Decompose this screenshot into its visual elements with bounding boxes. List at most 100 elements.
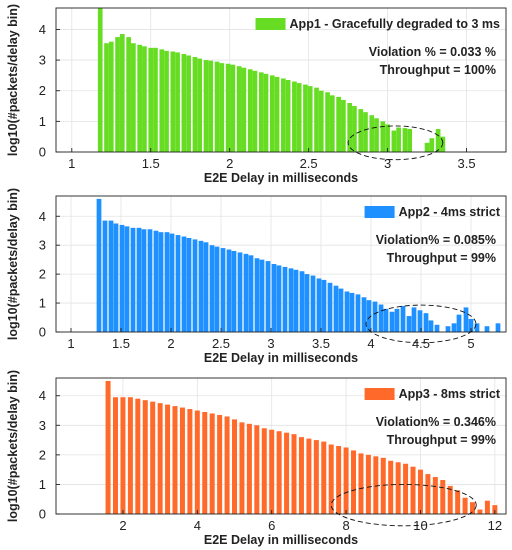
bar-app3 [165, 404, 171, 514]
bar-app3 [470, 502, 476, 514]
bar-app2 [372, 301, 378, 332]
bar-app3 [142, 400, 148, 514]
bar-app2 [349, 292, 355, 332]
bar-app2 [102, 220, 108, 332]
bar-app1 [358, 109, 364, 152]
bar-app2 [495, 323, 501, 332]
x-tick-label-app2: 1.5 [112, 336, 130, 351]
bar-app1 [153, 47, 158, 152]
ticks-app1: 1 1.5 2 2.5 3 3.5 0 1 2 3 4 [39, 22, 476, 171]
bar-app2 [181, 236, 187, 332]
bar-app3 [306, 438, 312, 514]
bar-app2 [271, 264, 277, 332]
bar-app1 [292, 81, 297, 152]
x-tick-label-app2: 4.5 [412, 336, 430, 351]
bar-app3 [336, 446, 342, 514]
bar-app3 [269, 429, 275, 514]
bar-app3 [351, 450, 357, 514]
y-tick-label-app2: 2 [39, 267, 46, 282]
bar-app3 [403, 463, 409, 514]
x-tick-label-app1: 1.5 [142, 156, 160, 171]
bar-app2 [198, 240, 204, 332]
bar-app2 [214, 246, 220, 332]
x-tick-label-app1: 1 [68, 156, 75, 171]
x-tick-label-app1: 2 [226, 156, 233, 171]
y-tick-label-app1: 3 [39, 53, 46, 68]
bar-app3 [417, 469, 423, 514]
bar-app2 [417, 310, 423, 332]
bar-app1 [97, 8, 103, 152]
annotation-throughput-app3: Throughput = 99% [387, 433, 496, 447]
y-tick-label-app3: 1 [39, 477, 46, 492]
bar-app1 [258, 72, 264, 152]
bar-app2 [276, 265, 282, 332]
bar-app1 [325, 92, 330, 152]
legend-swatch-app2 [364, 206, 395, 218]
x-axis-label-app1: E2E Delay in milliseconds [204, 171, 358, 185]
bar-app1 [347, 102, 353, 152]
bar-app1 [170, 51, 176, 153]
y-tick-label-app2: 4 [39, 209, 46, 224]
axes-frame-app1 [55, 7, 507, 153]
bar-app2 [327, 282, 333, 332]
bar-app2 [304, 274, 310, 332]
bar-app2 [484, 326, 490, 332]
bar-app1 [252, 70, 258, 152]
bar-app1 [186, 55, 191, 152]
y-axis-label-app1: log10(#packets/delay bin) [6, 4, 20, 156]
bar-app1 [385, 124, 390, 152]
axes-frame-app2 [55, 195, 507, 333]
bar-app2 [406, 316, 412, 332]
bar-app2 [456, 314, 462, 332]
bar-app3 [388, 460, 394, 514]
bar-app1 [314, 87, 319, 152]
x-axis-label-app2: E2E Delay in milliseconds [204, 351, 358, 365]
y-tick-label-app2: 0 [39, 325, 46, 340]
bar-app2 [411, 307, 417, 332]
bar-app3 [254, 425, 260, 514]
bar-app2 [265, 261, 271, 332]
bar-app3 [328, 444, 334, 514]
bar-app2 [209, 245, 215, 332]
bars-app2 [96, 198, 501, 332]
bar-app1 [241, 67, 247, 152]
bar-app1 [108, 41, 114, 152]
bar-app2 [434, 324, 440, 332]
bar-app1 [164, 50, 169, 152]
highlight-ellipse-app2 [365, 304, 477, 344]
y-tick-label-app1: 2 [39, 83, 46, 98]
bar-app3 [232, 419, 238, 514]
bar-app1 [336, 96, 341, 152]
bar-app2 [423, 313, 429, 332]
y-tick-label-app1: 4 [39, 22, 46, 37]
bar-app1 [352, 106, 357, 152]
bar-app3 [246, 423, 252, 514]
bar-app2 [338, 288, 344, 332]
bar-app2 [124, 226, 130, 332]
bar-app3 [105, 380, 111, 514]
bar-app1 [181, 53, 187, 153]
x-tick-label-app3: 4 [194, 518, 201, 533]
legend-label-app1: App1 - Gracefully degraded to 3 ms [290, 17, 501, 31]
bar-app3 [298, 437, 304, 514]
y-tick-label-app3: 0 [39, 507, 46, 522]
bar-app2 [136, 227, 142, 332]
bar-app1 [175, 52, 180, 152]
legend-label-app3: App3 - 8ms strict [399, 387, 501, 401]
bar-app3 [224, 416, 230, 514]
bar-app3 [113, 397, 119, 514]
bar-app3 [150, 401, 156, 514]
highlight-ellipse-app1 [347, 125, 444, 161]
bar-app2 [321, 279, 327, 332]
bar-app2 [394, 308, 400, 332]
bar-app2 [474, 323, 480, 332]
bar-app1 [269, 75, 275, 152]
bar-app1 [225, 63, 231, 152]
bar-app1 [236, 66, 242, 152]
bar-app3 [217, 414, 223, 514]
legend-swatch-app3 [364, 388, 395, 400]
bar-app3 [172, 406, 178, 514]
bar-app2 [141, 229, 147, 332]
bar-app2 [366, 300, 372, 332]
